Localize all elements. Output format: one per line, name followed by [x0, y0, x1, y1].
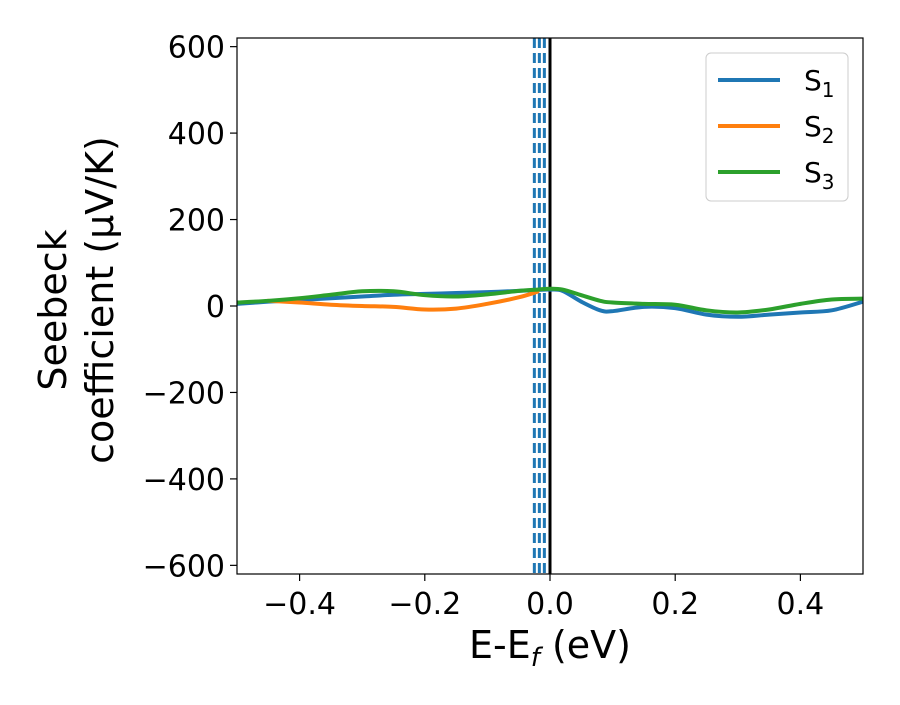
y-tick-label: 200 — [168, 204, 225, 239]
series-lines — [237, 286, 863, 319]
legend-label-s3: S3 — [804, 156, 835, 194]
x-axis: −0.4 −0.2 0.0 0.2 0.4 — [263, 574, 824, 622]
legend: S1 S2 S3 — [705, 52, 849, 202]
vertical-lines — [532, 38, 552, 574]
y-axis-label-line2: coefficient (μV/K) — [78, 136, 122, 464]
y-axis-label-line1: Seebeck — [31, 229, 75, 390]
x-tick-label: 0.0 — [526, 587, 574, 622]
legend-label-s2: S2 — [804, 110, 835, 148]
y-tick-label: 600 — [168, 31, 225, 66]
y-tick-label: −200 — [143, 376, 225, 411]
x-tick-label: 0.4 — [777, 587, 825, 622]
x-axis-label: E-Ef (eV) — [469, 623, 631, 673]
y-tick-label: −600 — [143, 549, 225, 584]
series-line-s2 — [266, 289, 540, 312]
x-axis-label-main: E-E — [469, 623, 531, 667]
y-tick-label: 0 — [206, 290, 225, 325]
y-axis: −600 −400 −200 0 200 400 600 — [143, 31, 237, 584]
series-line-s3 — [237, 286, 863, 315]
x-axis-label-suffix: (eV) — [540, 623, 631, 667]
x-tick-label: −0.4 — [263, 587, 336, 622]
x-tick-label: −0.2 — [388, 587, 461, 622]
x-tick-label: 0.2 — [651, 587, 699, 622]
y-tick-label: −400 — [143, 463, 225, 498]
legend-label-s1: S1 — [804, 64, 835, 102]
y-tick-label: 400 — [168, 117, 225, 152]
